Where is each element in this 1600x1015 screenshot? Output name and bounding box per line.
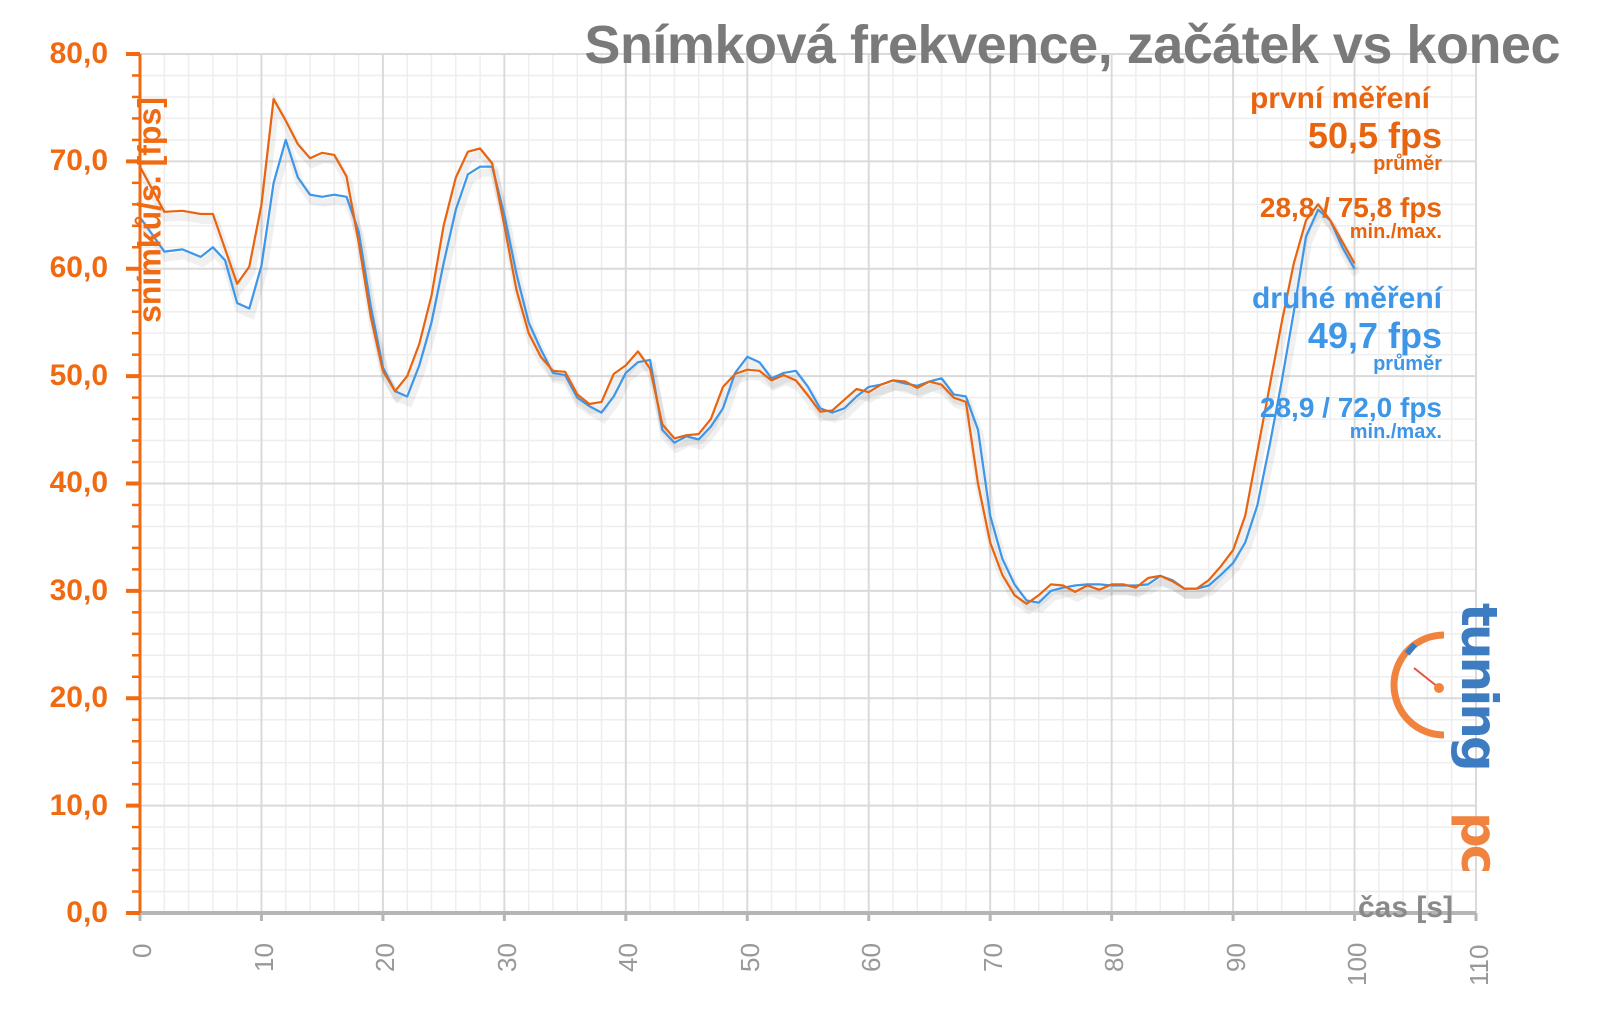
y-tick-label: 50,0 (49, 359, 108, 392)
legend-second-minmax: 28,9 / 72,0 fps (1259, 392, 1442, 423)
x-tick-label: 80 (1099, 943, 1129, 972)
axes (126, 52, 1478, 921)
legend-second-avg: 49,7 fps (1307, 315, 1442, 356)
x-tick-label: 60 (856, 943, 886, 972)
y-tick-label: 0,0 (66, 896, 108, 929)
x-tick-label: 100 (1342, 942, 1372, 986)
legend-second-name: druhé měření (1251, 282, 1442, 315)
x-tick-label: 0 (127, 943, 157, 958)
data-series (138, 92, 1360, 615)
y-tick-label: 40,0 (49, 466, 108, 499)
x-tick-label: 10 (249, 943, 279, 972)
x-tick-label: 40 (613, 943, 643, 972)
legend-first-minmax: 28,8 / 75,8 fps (1259, 192, 1442, 223)
legend-second-avg-label: průměr (1373, 353, 1442, 375)
pctuning-logo: tuning pc (1390, 603, 1508, 872)
series-line (139, 138, 1356, 604)
legend-first-name: první měření (1249, 82, 1430, 115)
legend-second-minmax-label: min./max. (1349, 421, 1442, 443)
x-tick-label: 90 (1221, 943, 1251, 972)
svg-text:pc: pc (1450, 812, 1508, 872)
legend-second-measurement: druhé měření 49,7 fps průměr 28,9 / 72,0… (1251, 282, 1442, 443)
x-tick-label: 50 (735, 943, 765, 972)
y-tick-label: 60,0 (49, 251, 108, 284)
x-tick-label: 70 (978, 943, 1008, 972)
legend-first-measurement: první měření 50,5 fps průměr 28,8 / 75,8… (1249, 82, 1442, 243)
legend-first-avg: 50,5 fps (1307, 115, 1442, 156)
legend-first-avg-label: průměr (1373, 153, 1442, 175)
y-tick-label: 20,0 (49, 681, 108, 714)
x-axis-title: čas [s] (1358, 891, 1454, 924)
y-tick-label: 10,0 (49, 789, 108, 822)
x-tick-label: 30 (492, 943, 522, 972)
legend-first-minmax-label: min./max. (1349, 221, 1442, 243)
chart-title: Snímková frekvence, začátek vs konec (584, 15, 1560, 75)
series-line (139, 97, 1356, 605)
svg-text:tuning: tuning (1450, 603, 1508, 769)
x-tick-label: 110 (1464, 944, 1494, 986)
x-tick-label: 20 (370, 943, 400, 972)
y-tick-label: 80,0 (49, 37, 108, 70)
y-axis-title: snímků/s. [fps] (131, 97, 168, 323)
y-tick-label: 70,0 (49, 144, 108, 177)
y-tick-label: 30,0 (49, 574, 108, 607)
